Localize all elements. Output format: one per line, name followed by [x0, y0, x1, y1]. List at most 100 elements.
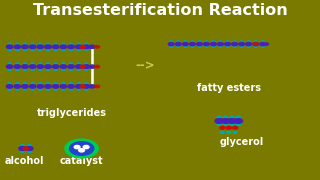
Text: catalyst: catalyst — [60, 156, 103, 166]
Circle shape — [261, 46, 264, 47]
Circle shape — [22, 45, 28, 49]
Circle shape — [37, 65, 44, 68]
Circle shape — [46, 49, 50, 50]
Circle shape — [8, 88, 11, 90]
Circle shape — [77, 43, 80, 45]
Circle shape — [234, 119, 243, 123]
Circle shape — [69, 83, 73, 85]
Text: -->: --> — [136, 59, 156, 72]
Circle shape — [191, 46, 194, 47]
Circle shape — [69, 68, 73, 70]
Circle shape — [14, 85, 20, 88]
Circle shape — [254, 46, 257, 47]
Circle shape — [8, 68, 11, 70]
Circle shape — [31, 63, 34, 65]
Circle shape — [21, 145, 24, 146]
Circle shape — [46, 88, 50, 90]
Circle shape — [68, 65, 74, 68]
Circle shape — [29, 45, 36, 49]
Circle shape — [16, 43, 19, 45]
Circle shape — [95, 85, 100, 88]
Circle shape — [77, 88, 80, 90]
Circle shape — [224, 123, 228, 126]
Circle shape — [62, 88, 65, 90]
Circle shape — [220, 126, 225, 129]
Text: fatty esters: fatty esters — [197, 83, 261, 93]
Circle shape — [230, 123, 234, 126]
Circle shape — [29, 85, 36, 88]
Circle shape — [236, 116, 240, 118]
Circle shape — [191, 41, 194, 42]
Circle shape — [54, 49, 57, 50]
Circle shape — [253, 43, 258, 45]
Circle shape — [219, 46, 222, 47]
Circle shape — [76, 45, 82, 49]
Circle shape — [28, 145, 31, 146]
Circle shape — [52, 85, 59, 88]
Circle shape — [31, 83, 34, 85]
Circle shape — [37, 85, 44, 88]
Circle shape — [265, 43, 268, 45]
Circle shape — [232, 42, 237, 46]
Circle shape — [19, 147, 26, 150]
Circle shape — [8, 63, 11, 65]
Circle shape — [175, 42, 181, 46]
Circle shape — [54, 88, 57, 90]
Circle shape — [247, 46, 250, 47]
Text: triglycerides: triglycerides — [37, 107, 107, 118]
Circle shape — [77, 68, 80, 70]
Circle shape — [65, 139, 98, 158]
Circle shape — [226, 46, 229, 47]
Circle shape — [253, 42, 259, 46]
Circle shape — [23, 68, 27, 70]
Circle shape — [217, 123, 221, 126]
Circle shape — [221, 119, 230, 123]
Circle shape — [39, 49, 42, 50]
Circle shape — [76, 65, 82, 68]
Circle shape — [14, 65, 20, 68]
Circle shape — [39, 88, 42, 90]
Text: alcohol: alcohol — [4, 156, 44, 166]
Circle shape — [14, 45, 20, 49]
Circle shape — [198, 46, 201, 47]
Circle shape — [62, 43, 65, 45]
Text: glycerol: glycerol — [220, 137, 264, 147]
Circle shape — [23, 83, 27, 85]
Circle shape — [52, 65, 59, 68]
Circle shape — [69, 43, 73, 45]
Circle shape — [28, 151, 31, 152]
Circle shape — [89, 85, 95, 88]
Circle shape — [6, 45, 13, 49]
Circle shape — [170, 46, 172, 47]
Circle shape — [224, 116, 228, 118]
Circle shape — [80, 65, 85, 68]
Circle shape — [226, 126, 231, 129]
Circle shape — [16, 63, 19, 65]
Circle shape — [233, 126, 238, 129]
Circle shape — [45, 65, 51, 68]
Circle shape — [31, 88, 34, 90]
Circle shape — [52, 45, 59, 49]
Circle shape — [76, 85, 82, 88]
Circle shape — [217, 116, 221, 118]
Circle shape — [170, 41, 172, 42]
Circle shape — [85, 68, 88, 70]
Circle shape — [233, 131, 237, 133]
Circle shape — [46, 68, 50, 70]
Circle shape — [85, 83, 88, 85]
Circle shape — [23, 147, 28, 150]
Circle shape — [83, 65, 90, 68]
Circle shape — [39, 68, 42, 70]
Circle shape — [6, 85, 13, 88]
Circle shape — [62, 68, 65, 70]
Circle shape — [182, 42, 188, 46]
Circle shape — [205, 41, 208, 42]
Circle shape — [95, 46, 100, 48]
Circle shape — [37, 45, 44, 49]
Circle shape — [228, 119, 236, 123]
Circle shape — [39, 43, 42, 45]
Circle shape — [198, 41, 201, 42]
Circle shape — [46, 83, 50, 85]
Circle shape — [62, 83, 65, 85]
Circle shape — [62, 63, 65, 65]
